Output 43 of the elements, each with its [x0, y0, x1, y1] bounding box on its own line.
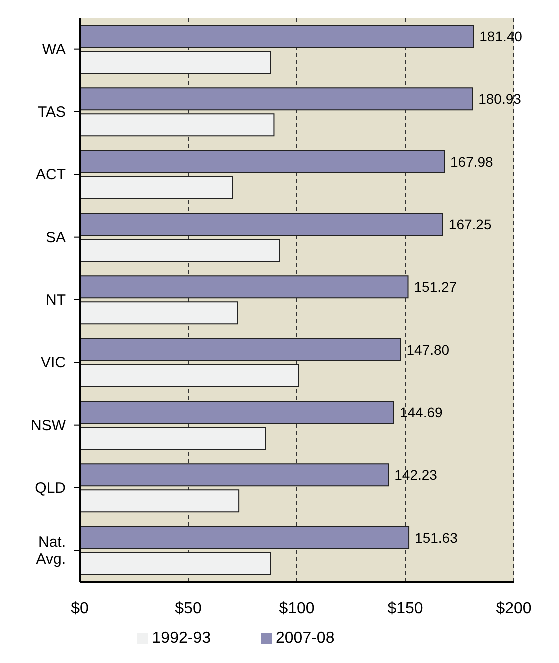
- legend-label: 1992-93: [152, 630, 211, 647]
- bar: [80, 526, 410, 550]
- x-tick-label: $0: [71, 600, 89, 618]
- y-tick-label: NT: [46, 292, 66, 308]
- y-tick-label: ACT: [36, 166, 66, 184]
- x-tick-label: $150: [388, 600, 424, 618]
- bar: [80, 464, 390, 487]
- data-label: 151.27: [414, 279, 458, 296]
- legend-label: 2007-08: [276, 630, 335, 647]
- bar: [80, 401, 394, 424]
- data-label: 151.63: [415, 530, 458, 546]
- bar: [80, 276, 409, 299]
- y-tick-label: TAS: [38, 104, 66, 120]
- data-label: 167.98: [450, 154, 494, 170]
- bar: [80, 239, 280, 262]
- data-label: 142.23: [394, 467, 438, 484]
- bar: [80, 338, 402, 362]
- data-label: 147.80: [406, 342, 450, 358]
- bar: [80, 552, 272, 576]
- y-tick-label: NSW: [31, 416, 67, 434]
- bar: [80, 302, 238, 325]
- y-tick-label: VIC: [40, 354, 66, 372]
- y-tick-label: SA: [46, 228, 66, 246]
- bar: [80, 364, 300, 388]
- data-label: 167.25: [448, 216, 492, 233]
- bar: [80, 427, 266, 450]
- data-label: 180.93: [478, 91, 522, 108]
- y-tick-label: WA: [42, 40, 66, 58]
- y-tick-label: Nat. Avg.: [36, 534, 66, 568]
- bar: [80, 88, 474, 111]
- x-tick-label: $200: [496, 600, 532, 618]
- bar: [80, 51, 272, 74]
- bar: [80, 150, 446, 174]
- data-label: 144.69: [400, 404, 444, 421]
- x-tick-label: $100: [279, 600, 315, 618]
- data-label: 181.40: [480, 28, 523, 45]
- bar: [80, 114, 275, 137]
- bar: [80, 213, 444, 236]
- x-tick-label: $50: [175, 600, 202, 618]
- bar: [80, 25, 474, 48]
- bar: [80, 176, 234, 200]
- y-tick-label: QLD: [35, 480, 66, 496]
- bar: [80, 490, 240, 513]
